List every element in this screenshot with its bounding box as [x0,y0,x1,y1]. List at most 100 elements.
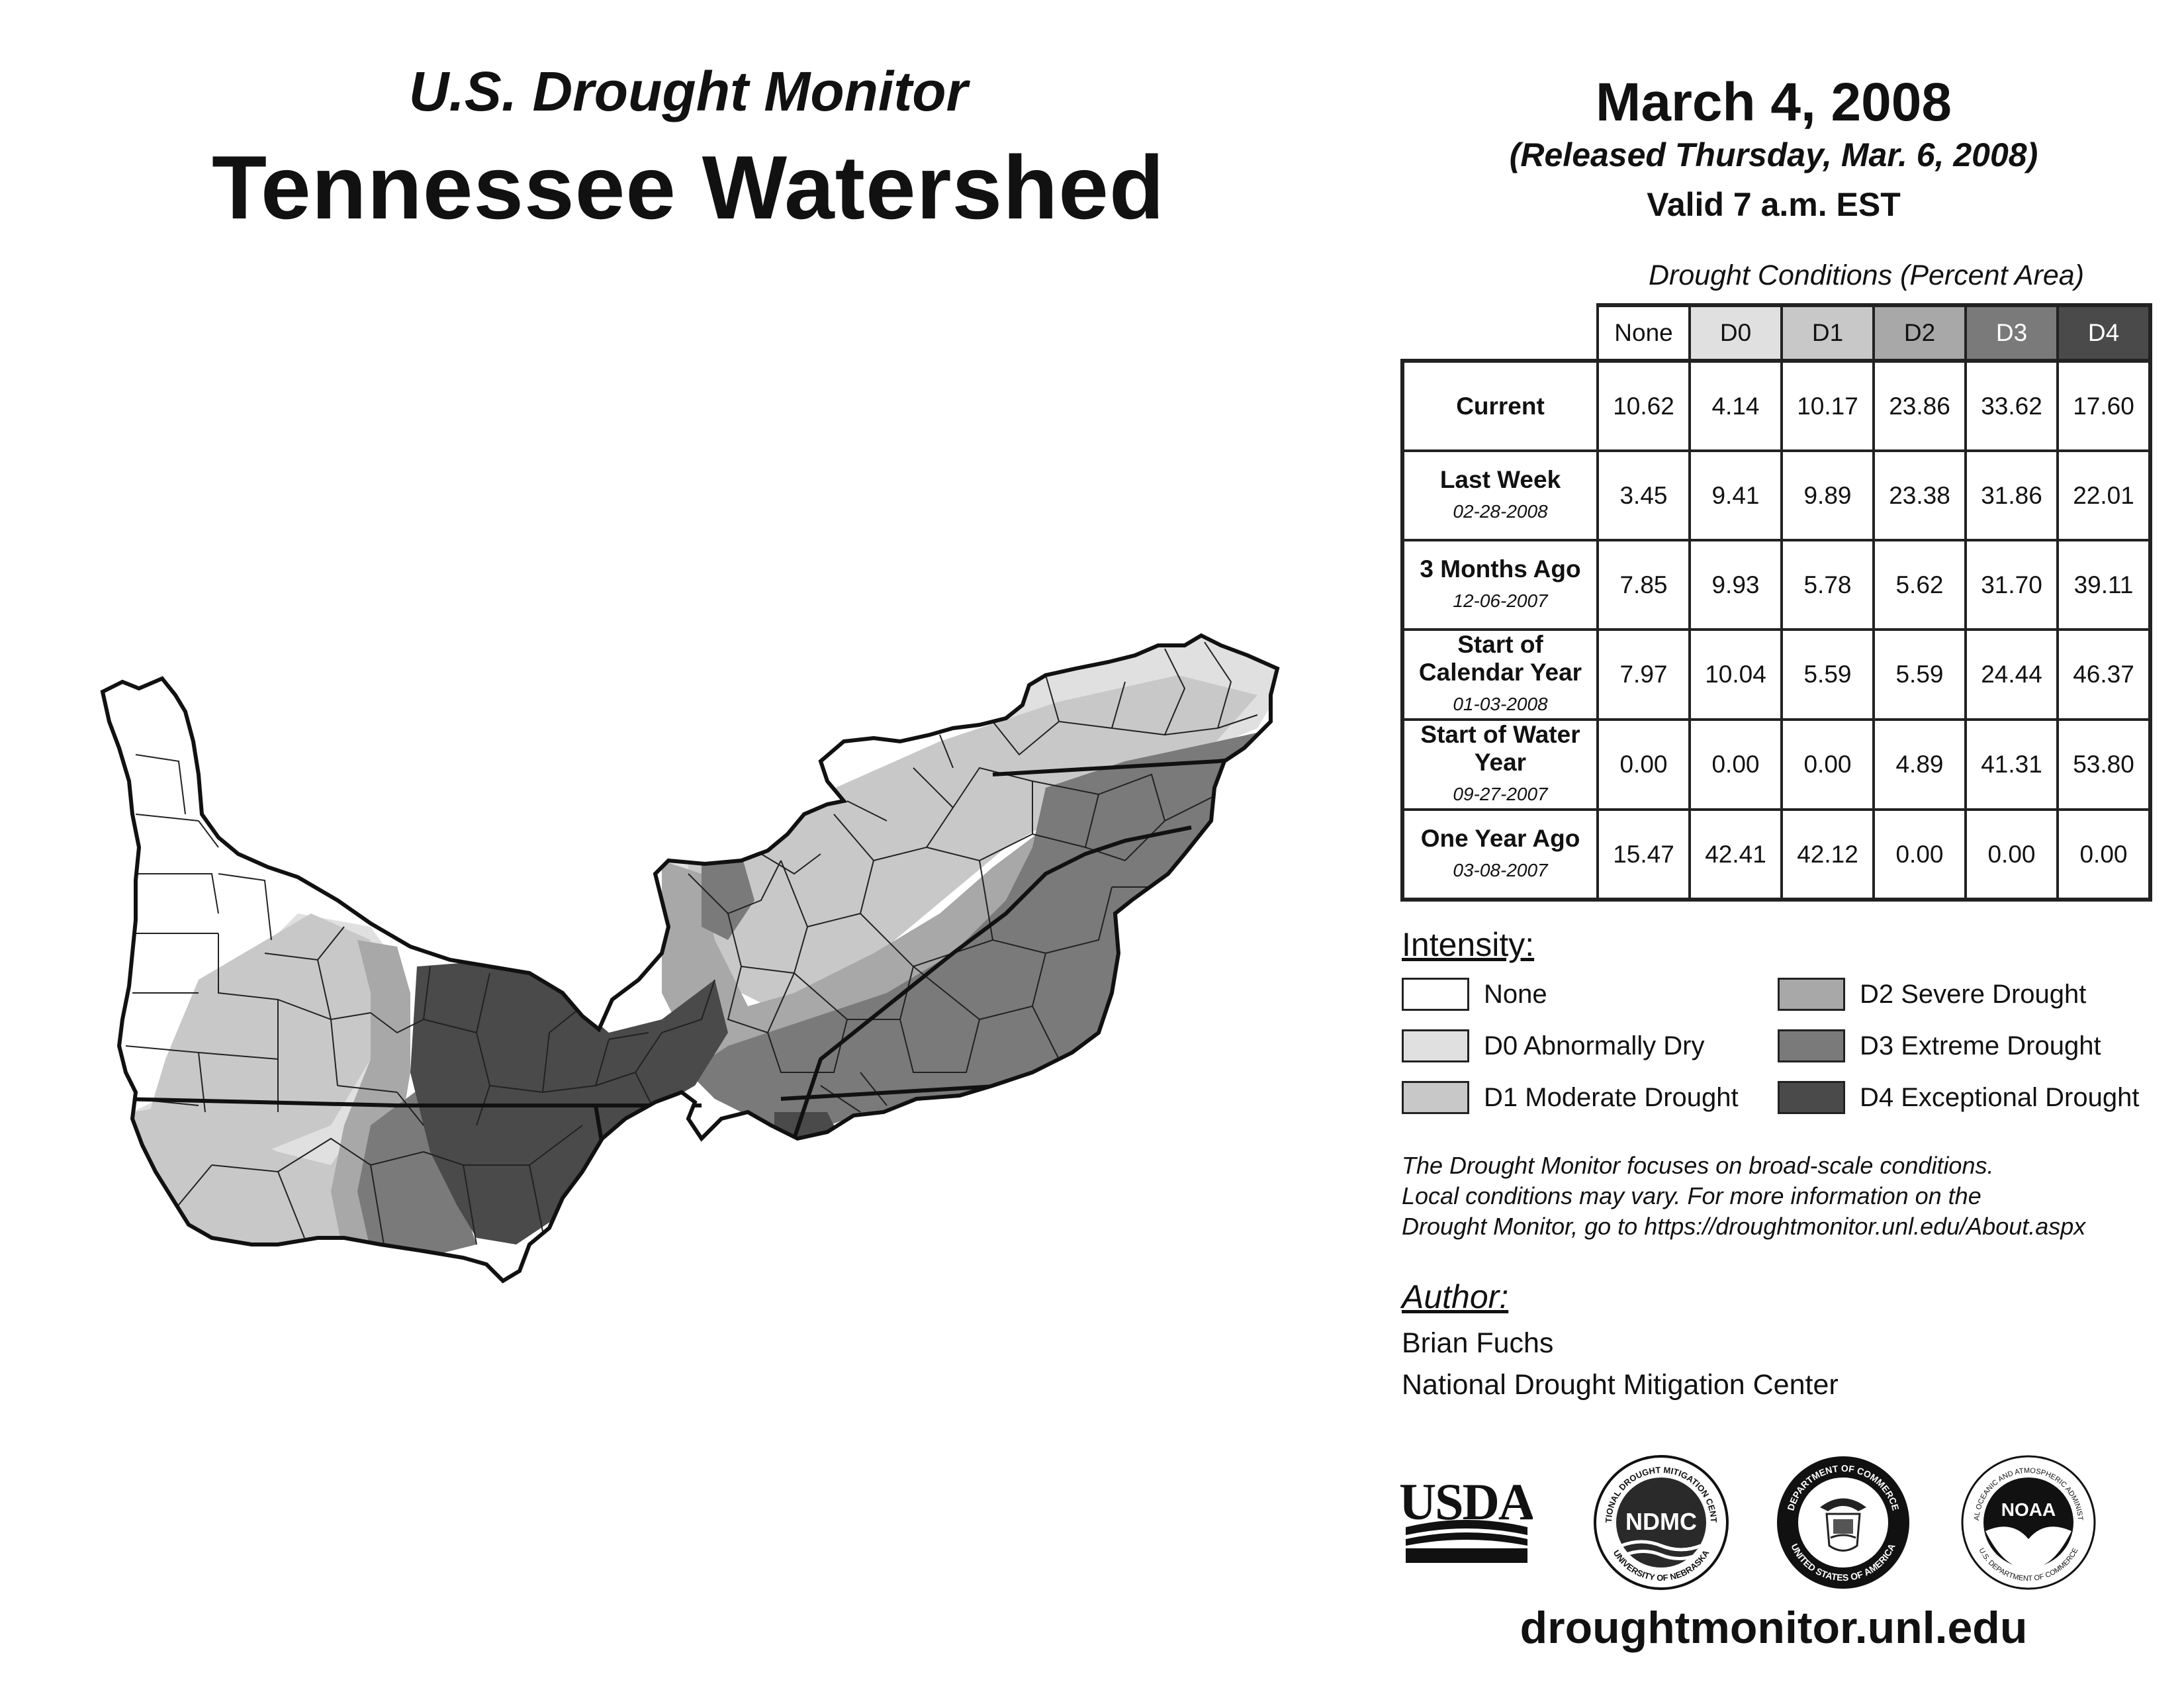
table-cell: 5.59 [1872,628,1967,721]
row-date: 03-08-2007 [1453,859,1548,880]
column-header-d3: D3 [1964,303,2059,362]
legend-item-d2: D2 Severe Drought [1778,976,2086,1012]
drought-conditions-table: None D0 D1 D2 D3 D4 Current 10.62 4.14 1… [1400,303,2152,902]
drought-shading [103,635,1277,1281]
table-cell: 46.37 [2056,628,2152,721]
table-row: Current 10.62 4.14 10.17 23.86 33.62 17.… [1400,359,2152,452]
table-row: One Year Ago 03-08-2007 15.47 42.41 42.12… [1400,808,2152,902]
tn-southern-border [118,1097,702,1107]
row-label-text: One Year Ago [1420,824,1580,852]
eagle-icon [1820,1498,1866,1511]
drought-zone-d4 [410,960,728,1244]
release-date: (Released Thursday, Mar. 6, 2008) [1509,136,2038,173]
legend-swatch [1778,1029,1845,1062]
table-caption: Drought Conditions (Percent Area) [1648,259,2085,291]
doc-seal-logo: DEPARTMENT OF COMMERCE UNITED STATES OF … [1777,1456,1909,1589]
noaa-logo: NATIONAL OCEANIC AND ATMOSPHERIC ADMINIS… [1959,1453,2096,1590]
table-cell: 22.01 [2056,449,2152,541]
legend-label: D1 Moderate Drought [1484,1082,1739,1112]
table-cell: 3.45 [1596,449,1691,541]
nc-tn-border [792,825,1192,1139]
table-cell: 9.93 [1688,539,1783,631]
table-cell: 39.11 [2056,539,2152,631]
row-label-text: Start of Calendar Year [1418,631,1582,686]
row-label: Start of Calendar Year 01-03-2008 [1400,628,1599,721]
footer-url[interactable]: droughtmonitor.unl.edu [1520,1603,2028,1653]
legend-label: None [1484,979,1547,1009]
legend-label: D2 Severe Drought [1860,979,2087,1009]
table-cell: 7.85 [1596,539,1691,631]
row-label: One Year Ago 03-08-2007 [1400,808,1599,902]
legend-label: D4 Exceptional Drought [1860,1082,2140,1112]
table-cell: 0.00 [1964,808,2059,902]
table-cell: 5.62 [1872,539,1967,631]
row-label: 3 Months Ago 12-06-2007 [1400,539,1599,631]
row-date: 12-06-2007 [1453,590,1548,611]
usda-bar [1406,1548,1527,1563]
drought-zone-d2 [662,827,1059,1072]
row-label: Current [1400,359,1599,452]
table-cell: 0.00 [1688,718,1783,811]
usda-swoosh [1406,1520,1527,1535]
table-cell: 5.78 [1780,539,1875,631]
table-cell: 42.41 [1688,808,1783,902]
disclaimer-note: The Drought Monitor focuses on broad-sca… [1402,1150,2169,1242]
table-cell: 23.86 [1872,359,1967,452]
table-row: 3 Months Ago 12-06-2007 7.85 9.93 5.78 5.… [1400,539,2152,631]
legend-swatch [1402,1029,1469,1062]
tennessee-watershed-map [0,0,1324,1324]
column-header-d4: D4 [2056,303,2152,362]
table-cell: 9.89 [1780,449,1875,541]
legend-item-d1: D1 Moderate Drought [1402,1080,1739,1115]
column-header-none: None [1596,303,1691,362]
drought-zone-d3 [357,1086,477,1258]
table-cell: 0.00 [1872,808,1967,902]
table-cell: 31.86 [1964,449,2059,541]
row-date: 01-03-2008 [1453,694,1548,714]
column-header-d0: D0 [1688,303,1783,362]
row-label-text: 3 Months Ago [1420,555,1581,583]
column-header-d1: D1 [1780,303,1875,362]
table-cell: 0.00 [1780,718,1875,811]
valid-time: Valid 7 a.m. EST [1647,186,1901,223]
row-date: 02-28-2008 [1453,500,1548,522]
note-line: Drought Monitor, go to https://droughtmo… [1402,1213,2086,1240]
legend-title: Intensity: [1402,926,1535,963]
row-label-text: Current [1456,392,1545,420]
legend-item-none: None [1402,976,1547,1012]
author-title: Author: [1402,1278,1509,1315]
legend-item-d4: D4 Exceptional Drought [1778,1080,2139,1115]
table-cell: 23.38 [1872,449,1967,541]
usda-swoosh [1406,1532,1527,1546]
row-date: 09-27-2007 [1453,784,1548,804]
ndmc-logo: NATIONAL DROUGHT MITIGATION CENTER UNIVE… [1592,1453,1729,1590]
table-cell: 10.17 [1780,359,1875,452]
table-cell: 41.31 [1964,718,2059,811]
map-date: March 4, 2008 [1596,72,1952,132]
legend-label: D3 Extreme Drought [1860,1031,2101,1060]
author-organization: National Drought Mitigation Center [1402,1369,1839,1401]
table-cell: 9.41 [1688,449,1783,541]
author-name: Brian Fuchs [1402,1327,1554,1359]
noaa-bird-icon [1985,1526,2071,1568]
legend-swatch [1778,1081,1845,1114]
drought-zone-d3 [702,854,754,940]
table-cell: 10.62 [1596,359,1691,452]
legend-swatch [1778,978,1845,1011]
drought-zone-d1 [146,914,371,1152]
legend-swatch [1402,978,1469,1011]
map-title: Tennessee Watershed [212,137,1165,238]
legend-item-d3: D3 Extreme Drought [1778,1028,2101,1064]
column-header-d2: D2 [1872,303,1967,362]
note-line: Local conditions may vary. For more info… [1402,1182,1981,1209]
table-cell: 17.60 [2056,359,2152,452]
legend-swatch [1402,1081,1469,1114]
table-row: Start of Water Year 09-27-2007 0.00 0.00 … [1400,718,2152,811]
table-cell: 24.44 [1964,628,2059,721]
row-label: Last Week 02-28-2008 [1400,449,1599,541]
table-cell: 5.59 [1780,628,1875,721]
table-cell: 10.04 [1688,628,1783,721]
table-cell: 33.62 [1964,359,2059,452]
table-cell: 0.00 [1596,718,1691,811]
row-label: Start of Water Year 09-27-2007 [1400,718,1599,811]
